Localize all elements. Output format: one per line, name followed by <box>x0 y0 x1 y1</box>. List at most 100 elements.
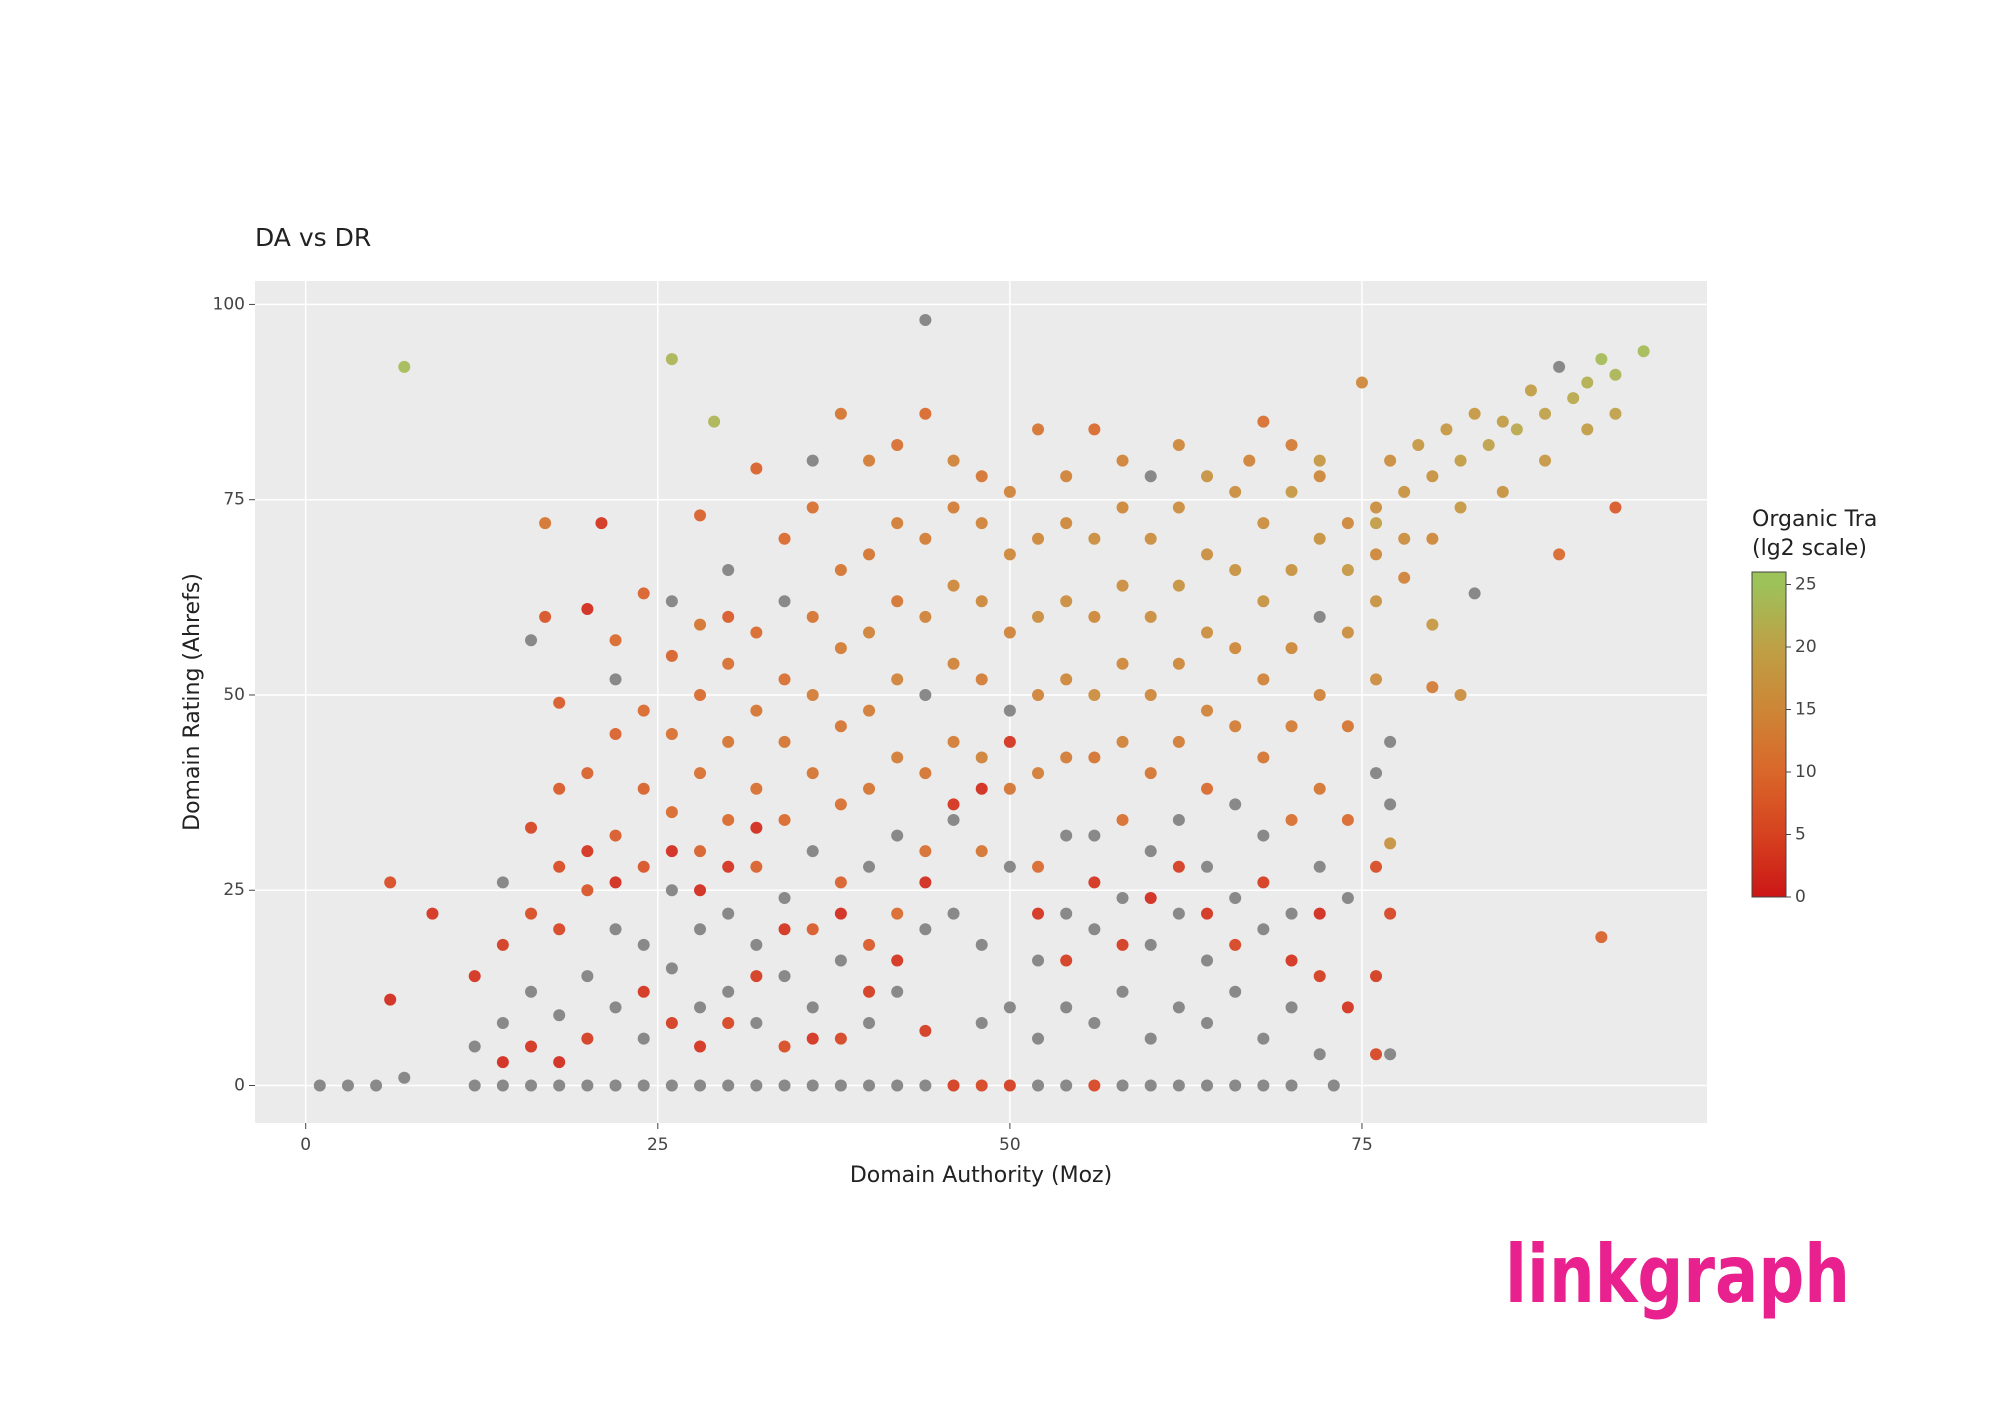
point <box>750 782 763 795</box>
point <box>1510 423 1523 436</box>
point <box>1229 938 1242 951</box>
point <box>1172 907 1185 920</box>
point <box>750 970 763 983</box>
point <box>919 532 932 545</box>
point <box>1201 782 1214 795</box>
point <box>1172 1001 1185 1014</box>
point <box>722 563 735 576</box>
point <box>1285 439 1298 452</box>
point <box>398 360 411 373</box>
point <box>919 1024 932 1037</box>
point <box>806 454 819 467</box>
point <box>1032 860 1045 873</box>
point <box>1060 829 1073 842</box>
point <box>525 985 538 998</box>
point <box>891 954 904 967</box>
point <box>1229 985 1242 998</box>
point <box>496 876 509 889</box>
point <box>1201 860 1214 873</box>
point <box>1003 860 1016 873</box>
point <box>1088 829 1101 842</box>
point <box>1384 837 1397 850</box>
point <box>1229 642 1242 655</box>
point <box>313 1079 326 1092</box>
point <box>1032 423 1045 436</box>
point <box>1440 423 1453 436</box>
point <box>1144 470 1157 483</box>
point <box>665 845 678 858</box>
point <box>947 1079 960 1092</box>
point <box>1257 923 1270 936</box>
point <box>1060 595 1073 608</box>
point <box>1341 1001 1354 1014</box>
point <box>1172 735 1185 748</box>
point <box>1384 735 1397 748</box>
point <box>806 688 819 701</box>
point <box>863 626 876 639</box>
point <box>1257 751 1270 764</box>
point <box>1341 626 1354 639</box>
point <box>1144 688 1157 701</box>
point <box>1229 1079 1242 1092</box>
point <box>1003 704 1016 717</box>
point <box>778 970 791 983</box>
point <box>975 517 988 530</box>
point <box>581 884 594 897</box>
point <box>1567 392 1580 405</box>
point <box>1116 892 1129 905</box>
point <box>1257 595 1270 608</box>
point <box>1144 767 1157 780</box>
point <box>1201 548 1214 561</box>
y-tick-label: 50 <box>223 685 245 705</box>
point <box>1370 1048 1383 1061</box>
point <box>947 735 960 748</box>
point <box>496 1079 509 1092</box>
point <box>1144 1079 1157 1092</box>
point <box>637 1032 650 1045</box>
point <box>1032 532 1045 545</box>
point <box>1257 415 1270 428</box>
point <box>525 634 538 647</box>
point <box>1426 532 1439 545</box>
point <box>694 688 707 701</box>
point <box>553 860 566 873</box>
point <box>1313 1048 1326 1061</box>
point <box>975 595 988 608</box>
point <box>834 907 847 920</box>
point <box>1370 860 1383 873</box>
point <box>609 728 622 741</box>
point <box>975 845 988 858</box>
point <box>1384 798 1397 811</box>
point <box>1201 1079 1214 1092</box>
point <box>1257 1079 1270 1092</box>
point <box>750 626 763 639</box>
point <box>975 1079 988 1092</box>
point <box>722 813 735 826</box>
point <box>1370 548 1383 561</box>
point <box>863 938 876 951</box>
point <box>1172 439 1185 452</box>
point <box>1426 618 1439 631</box>
point <box>1384 1048 1397 1061</box>
point <box>1032 954 1045 967</box>
point <box>806 610 819 623</box>
point <box>1257 876 1270 889</box>
point <box>1172 860 1185 873</box>
colorbar-title: Organic Tra <box>1752 507 1877 532</box>
point <box>1496 415 1509 428</box>
point <box>1468 407 1481 420</box>
point <box>1172 501 1185 514</box>
point <box>806 1001 819 1014</box>
point <box>1172 579 1185 592</box>
y-axis-label: Domain Rating (Ahrefs) <box>180 573 205 831</box>
point <box>806 1032 819 1045</box>
point <box>1088 610 1101 623</box>
point <box>1454 688 1467 701</box>
point <box>539 610 552 623</box>
point <box>1524 384 1537 397</box>
point <box>1539 407 1552 420</box>
point <box>1257 517 1270 530</box>
point <box>637 938 650 951</box>
point <box>778 923 791 936</box>
y-tick-label: 100 <box>213 294 245 314</box>
